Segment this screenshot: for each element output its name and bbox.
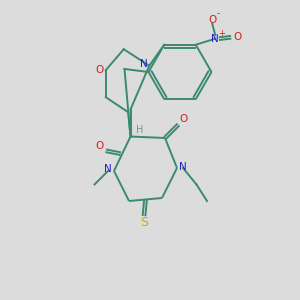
Text: S: S — [140, 216, 148, 229]
Text: N: N — [179, 161, 187, 172]
Text: O: O — [180, 114, 188, 124]
Text: +: + — [218, 29, 225, 38]
Text: O: O — [95, 65, 103, 75]
Text: N: N — [212, 34, 219, 44]
Text: N: N — [104, 164, 112, 175]
Text: N: N — [140, 59, 148, 69]
Text: O: O — [233, 32, 241, 42]
Text: H: H — [136, 125, 143, 135]
Text: -: - — [217, 9, 220, 18]
Text: O: O — [96, 141, 104, 151]
Text: O: O — [208, 15, 216, 25]
